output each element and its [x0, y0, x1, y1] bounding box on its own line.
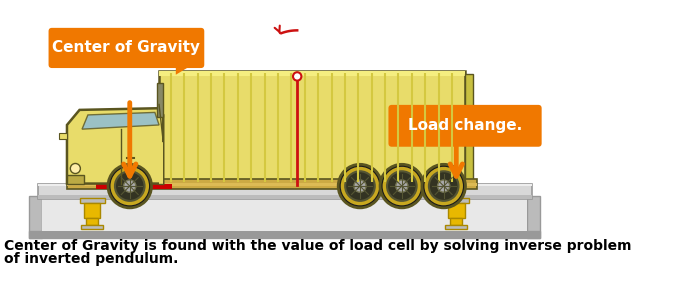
- Circle shape: [437, 180, 450, 192]
- Polygon shape: [176, 65, 192, 75]
- FancyBboxPatch shape: [29, 196, 42, 238]
- Circle shape: [380, 164, 424, 208]
- Circle shape: [422, 164, 466, 208]
- FancyBboxPatch shape: [29, 231, 540, 238]
- Polygon shape: [67, 108, 163, 184]
- Polygon shape: [82, 112, 159, 129]
- Circle shape: [338, 164, 382, 208]
- FancyBboxPatch shape: [38, 184, 532, 199]
- FancyBboxPatch shape: [157, 83, 163, 116]
- Text: of inverted pendulum.: of inverted pendulum.: [4, 252, 179, 266]
- Circle shape: [429, 171, 458, 201]
- FancyBboxPatch shape: [67, 175, 84, 184]
- FancyBboxPatch shape: [84, 203, 101, 218]
- Circle shape: [111, 167, 149, 205]
- FancyBboxPatch shape: [446, 225, 467, 229]
- Circle shape: [354, 180, 366, 192]
- FancyBboxPatch shape: [159, 142, 163, 184]
- FancyBboxPatch shape: [67, 183, 477, 186]
- Text: Center of Gravity is found with the value of load cell by solving inverse proble: Center of Gravity is found with the valu…: [4, 239, 632, 253]
- FancyBboxPatch shape: [59, 133, 67, 139]
- Circle shape: [115, 171, 144, 201]
- Circle shape: [396, 180, 408, 192]
- FancyBboxPatch shape: [80, 198, 105, 203]
- FancyBboxPatch shape: [42, 198, 527, 231]
- FancyBboxPatch shape: [38, 195, 532, 199]
- Text: Center of Gravity: Center of Gravity: [53, 40, 200, 55]
- Circle shape: [108, 164, 151, 208]
- FancyBboxPatch shape: [388, 105, 541, 147]
- FancyBboxPatch shape: [86, 218, 98, 225]
- FancyBboxPatch shape: [443, 198, 469, 203]
- FancyBboxPatch shape: [159, 178, 464, 184]
- FancyBboxPatch shape: [49, 28, 205, 68]
- FancyBboxPatch shape: [67, 179, 477, 189]
- FancyBboxPatch shape: [527, 196, 540, 238]
- Polygon shape: [417, 140, 456, 143]
- Circle shape: [425, 167, 463, 205]
- FancyBboxPatch shape: [38, 184, 532, 186]
- Circle shape: [345, 171, 375, 201]
- Circle shape: [124, 180, 136, 192]
- FancyBboxPatch shape: [464, 74, 473, 184]
- FancyBboxPatch shape: [146, 184, 171, 189]
- FancyBboxPatch shape: [159, 70, 464, 184]
- Text: Load change.: Load change.: [408, 118, 522, 133]
- Circle shape: [387, 171, 416, 201]
- Circle shape: [70, 163, 80, 173]
- FancyBboxPatch shape: [159, 70, 464, 76]
- FancyBboxPatch shape: [450, 218, 462, 225]
- Circle shape: [341, 167, 379, 205]
- Circle shape: [383, 167, 421, 205]
- FancyBboxPatch shape: [97, 184, 142, 189]
- FancyBboxPatch shape: [448, 203, 464, 218]
- FancyBboxPatch shape: [81, 225, 103, 229]
- Circle shape: [293, 72, 301, 81]
